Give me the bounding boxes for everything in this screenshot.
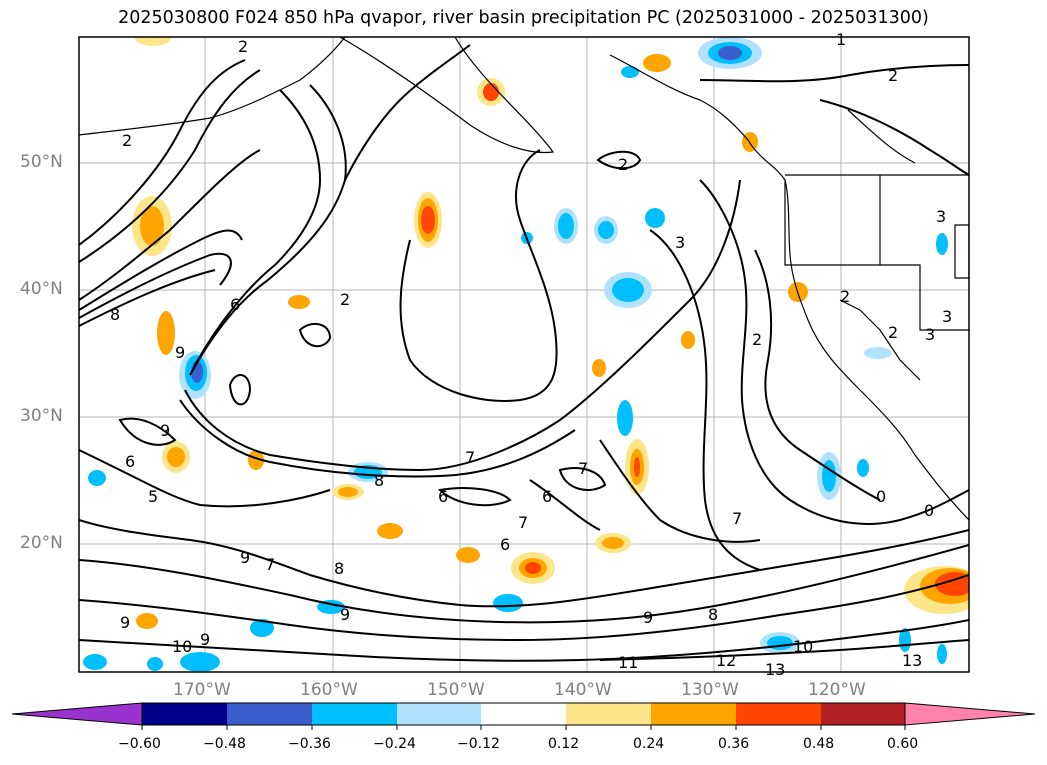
lat-label-30n: 30°N — [20, 406, 63, 426]
contour-label: 8 — [374, 471, 384, 490]
contour-label: 9 — [643, 608, 653, 627]
contour-label: 2 — [752, 330, 762, 349]
contour-label: 7 — [732, 509, 742, 528]
contour-label: 6 — [542, 487, 552, 506]
contour-label: 9 — [175, 343, 185, 362]
coastlines — [79, 37, 969, 521]
contour-label: 10 — [172, 637, 192, 656]
contour-label: 2 — [618, 155, 628, 174]
contour-label: 9 — [160, 421, 170, 440]
contour-label: 9 — [200, 630, 210, 649]
contour-label: 2 — [238, 37, 248, 56]
contour-label: 9 — [120, 613, 130, 632]
lon-label-140w: 140°W — [554, 680, 612, 700]
contour-label: 8 — [708, 605, 718, 624]
contour-label: 11 — [618, 653, 638, 672]
contour-label: 1 — [836, 30, 846, 49]
contour-label: 7 — [518, 513, 528, 532]
colorbar-tick-label: −0.24 — [373, 736, 416, 752]
colorbar-tick-label: 0.12 — [548, 736, 580, 752]
contour-label: 2 — [888, 323, 898, 342]
colorbar-tick-label: −0.12 — [457, 736, 500, 752]
contour-label: 12 — [716, 651, 736, 670]
colorbar — [11, 702, 1036, 730]
contour-label: 8 — [110, 305, 120, 324]
lon-label-160w: 160°W — [300, 680, 358, 700]
lon-label-150w: 150°W — [427, 680, 485, 700]
contour-label: 7 — [578, 459, 588, 478]
lon-label-130w: 130°W — [681, 680, 739, 700]
lon-label-170w: 170°W — [173, 680, 231, 700]
contour-label: 8 — [334, 559, 344, 578]
map-title: 2025030800 F024 850 hPa qvapor, river ba… — [118, 8, 929, 28]
contour-label: 10 — [793, 637, 813, 656]
contour-label: 2 — [122, 131, 132, 150]
contour-label: 6 — [438, 487, 448, 506]
contour-label: 6 — [230, 295, 240, 314]
contour-label: 6 — [125, 452, 135, 471]
contour-label: 3 — [675, 233, 685, 252]
contour-label: 3 — [942, 307, 952, 326]
colorbar-tick-label: 0.60 — [887, 736, 919, 752]
colorbar-tick-label: 0.48 — [803, 736, 835, 752]
contour-label: 5 — [148, 487, 158, 506]
contour-label: 9 — [240, 548, 250, 567]
contour-label: 13 — [902, 651, 922, 670]
contour-labels: 2 2 2 2 2 3 3 3 2 2 6 7 8 9 9 6 5 7 8 9 … — [110, 30, 952, 679]
contour-label: 7 — [265, 555, 275, 574]
contour-label: 13 — [765, 660, 785, 679]
contour-label: 7 — [465, 448, 475, 467]
contour-label: 9 — [340, 605, 350, 624]
contour-label: 2 — [840, 287, 850, 306]
gridlines — [79, 37, 969, 672]
plot-border — [78, 36, 970, 673]
contour-label: 3 — [925, 325, 935, 344]
colorbar-tick-label: −0.60 — [118, 736, 161, 752]
contour-label: 6 — [500, 535, 510, 554]
contour-label: 2 — [888, 66, 898, 85]
lon-label-120w: 120°W — [808, 680, 866, 700]
precip-shading — [83, 37, 969, 672]
colorbar-tick-label: −0.36 — [288, 736, 331, 752]
lat-label-40n: 40°N — [20, 279, 63, 299]
contour-label: 0 — [876, 487, 886, 506]
lat-label-50n: 50°N — [20, 152, 63, 172]
contour-label: 2 — [340, 290, 350, 309]
contour-label: 3 — [936, 207, 946, 226]
qvapor-contours — [79, 44, 969, 662]
lat-label-20n: 20°N — [20, 533, 63, 553]
colorbar-tick-label: 0.36 — [718, 736, 750, 752]
colorbar-tick-label: −0.48 — [203, 736, 246, 752]
contour-label: 0 — [924, 501, 934, 520]
colorbar-tick-label: 0.24 — [633, 736, 665, 752]
